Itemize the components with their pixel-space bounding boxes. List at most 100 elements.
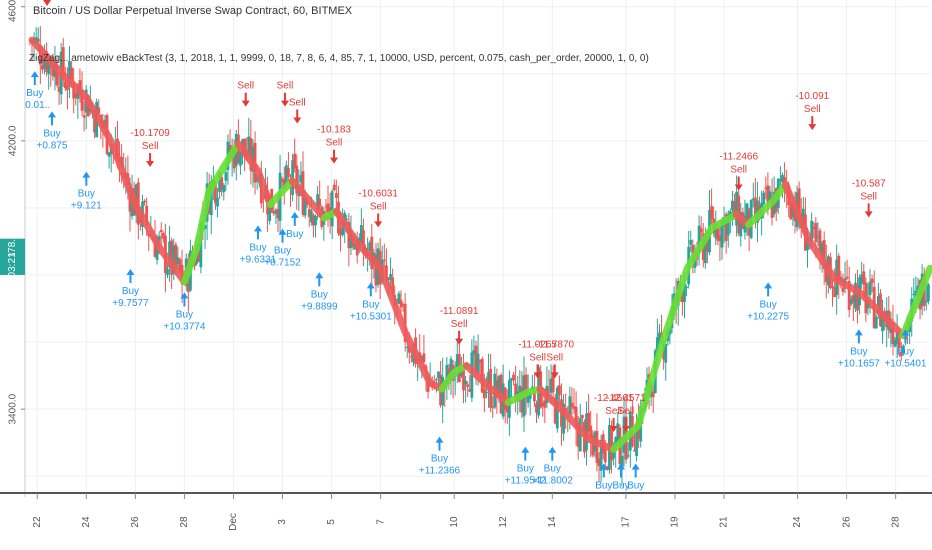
time-tick-label: 24 bbox=[81, 516, 92, 528]
buy-pnl: +11.2366 bbox=[419, 466, 461, 477]
candle-body bbox=[526, 392, 530, 403]
candle-body bbox=[487, 372, 490, 389]
buy-pnl: +9.7577 bbox=[112, 298, 149, 309]
candle-body bbox=[43, 57, 46, 69]
candle-body bbox=[284, 165, 288, 184]
price-tag bbox=[0, 254, 25, 275]
candle-body bbox=[597, 458, 601, 466]
sell-arrow-icon bbox=[241, 100, 250, 107]
buy-label: Buy bbox=[760, 299, 777, 310]
candle-body bbox=[36, 38, 40, 42]
trend-band bbox=[463, 362, 512, 406]
buy-pnl: +9.6331 bbox=[240, 254, 277, 265]
sell-arrow-icon bbox=[533, 372, 542, 379]
candle-body bbox=[491, 406, 495, 408]
candle-body bbox=[881, 311, 884, 332]
candle-body bbox=[616, 423, 620, 442]
candle-body bbox=[445, 364, 449, 385]
candle-body bbox=[851, 295, 855, 303]
candle-body bbox=[781, 175, 784, 183]
sell-pnl: -12.4661 bbox=[594, 393, 634, 404]
candle-body bbox=[474, 345, 478, 373]
sell-label: Sell bbox=[451, 319, 468, 330]
price-tag bbox=[0, 238, 25, 259]
candle-body bbox=[316, 194, 319, 210]
chart-title: Bitcoin / US Dollar Perpetual Inverse Sw… bbox=[33, 5, 353, 17]
candle-body bbox=[901, 345, 905, 354]
sell-arrow-icon bbox=[455, 338, 464, 345]
buy-pnl: +0.01.. bbox=[19, 100, 50, 111]
trend-band bbox=[266, 177, 296, 209]
buy-arrow-icon bbox=[631, 463, 640, 470]
candle-body bbox=[633, 450, 636, 452]
candle-body bbox=[232, 147, 236, 169]
candle-body bbox=[472, 350, 476, 355]
candle-body bbox=[897, 337, 901, 348]
candle-body bbox=[735, 191, 739, 226]
sell-label: Sell bbox=[277, 81, 294, 92]
candle-body bbox=[161, 233, 165, 239]
candle-body bbox=[812, 227, 816, 230]
candle-body bbox=[159, 229, 163, 232]
candle-body bbox=[818, 230, 822, 253]
candle-body bbox=[589, 425, 593, 438]
buy-arrow-icon bbox=[521, 446, 530, 453]
candle-body bbox=[274, 209, 278, 214]
candle-body bbox=[658, 332, 661, 344]
time-axis[interactable]: 22 24 26 28 Dec 3 5 7 10 12 14 17 19 21 24 26 28 bbox=[32, 493, 901, 531]
candle-body bbox=[155, 241, 159, 260]
candle-body bbox=[889, 328, 893, 334]
sell-arrow-icon bbox=[146, 161, 155, 168]
candle-body bbox=[330, 191, 334, 227]
trend-band bbox=[745, 181, 789, 229]
candle-body bbox=[287, 168, 290, 177]
candle-body bbox=[710, 206, 713, 220]
candle-body bbox=[437, 371, 440, 378]
buy-pnl: +10.5301 bbox=[350, 311, 392, 322]
candle-body bbox=[549, 378, 553, 393]
buy-pnl: +11.9542 bbox=[505, 476, 547, 487]
time-tick-label: 10 bbox=[449, 516, 460, 528]
candle-body bbox=[197, 244, 201, 262]
candle-body bbox=[587, 412, 591, 432]
candle-body bbox=[547, 389, 551, 391]
sell-label: Sell bbox=[142, 141, 159, 152]
buy-arrow-icon bbox=[901, 329, 910, 336]
sell-label: Sell bbox=[326, 138, 343, 149]
candle-body bbox=[862, 271, 866, 285]
sell-label: Sell bbox=[370, 201, 387, 212]
candle-body bbox=[341, 222, 345, 235]
price-tags: 3878.503:21 bbox=[0, 233, 25, 277]
candle-body bbox=[63, 81, 67, 89]
sell-label: Sell bbox=[546, 352, 563, 363]
candle-body bbox=[261, 197, 265, 199]
sell-arrow-icon bbox=[330, 157, 339, 164]
candle-body bbox=[570, 402, 574, 407]
buy-arrow-icon bbox=[278, 228, 287, 235]
candle-body bbox=[307, 209, 311, 217]
price-tag-label: 3878.5 bbox=[7, 233, 18, 264]
candle-body bbox=[203, 225, 207, 229]
candle-body bbox=[318, 198, 322, 207]
buy-label: Buy bbox=[249, 242, 266, 253]
sell-arrow-icon bbox=[293, 117, 302, 124]
candle-body bbox=[681, 291, 684, 303]
candle-body bbox=[80, 89, 84, 111]
candle-body bbox=[899, 352, 903, 357]
candle-body bbox=[107, 152, 111, 157]
candle-body bbox=[664, 344, 668, 363]
sell-pnl: -11.7870 bbox=[535, 339, 574, 350]
candle-body bbox=[876, 296, 880, 314]
candle-body bbox=[789, 204, 793, 220]
candle-body bbox=[495, 380, 499, 398]
candle-body bbox=[397, 293, 401, 304]
sell-pnl: -11.0265 bbox=[518, 339, 557, 350]
candle-body bbox=[718, 235, 722, 242]
study-legend[interactable]: ZigZag... ametowiv eBackTest (3, 1, 2018… bbox=[29, 53, 649, 64]
buy-pnl: +11.8002 bbox=[532, 476, 574, 487]
candle-body bbox=[837, 255, 841, 281]
candle-body bbox=[359, 225, 363, 244]
candle-body bbox=[332, 184, 336, 191]
candle-body bbox=[485, 391, 488, 394]
